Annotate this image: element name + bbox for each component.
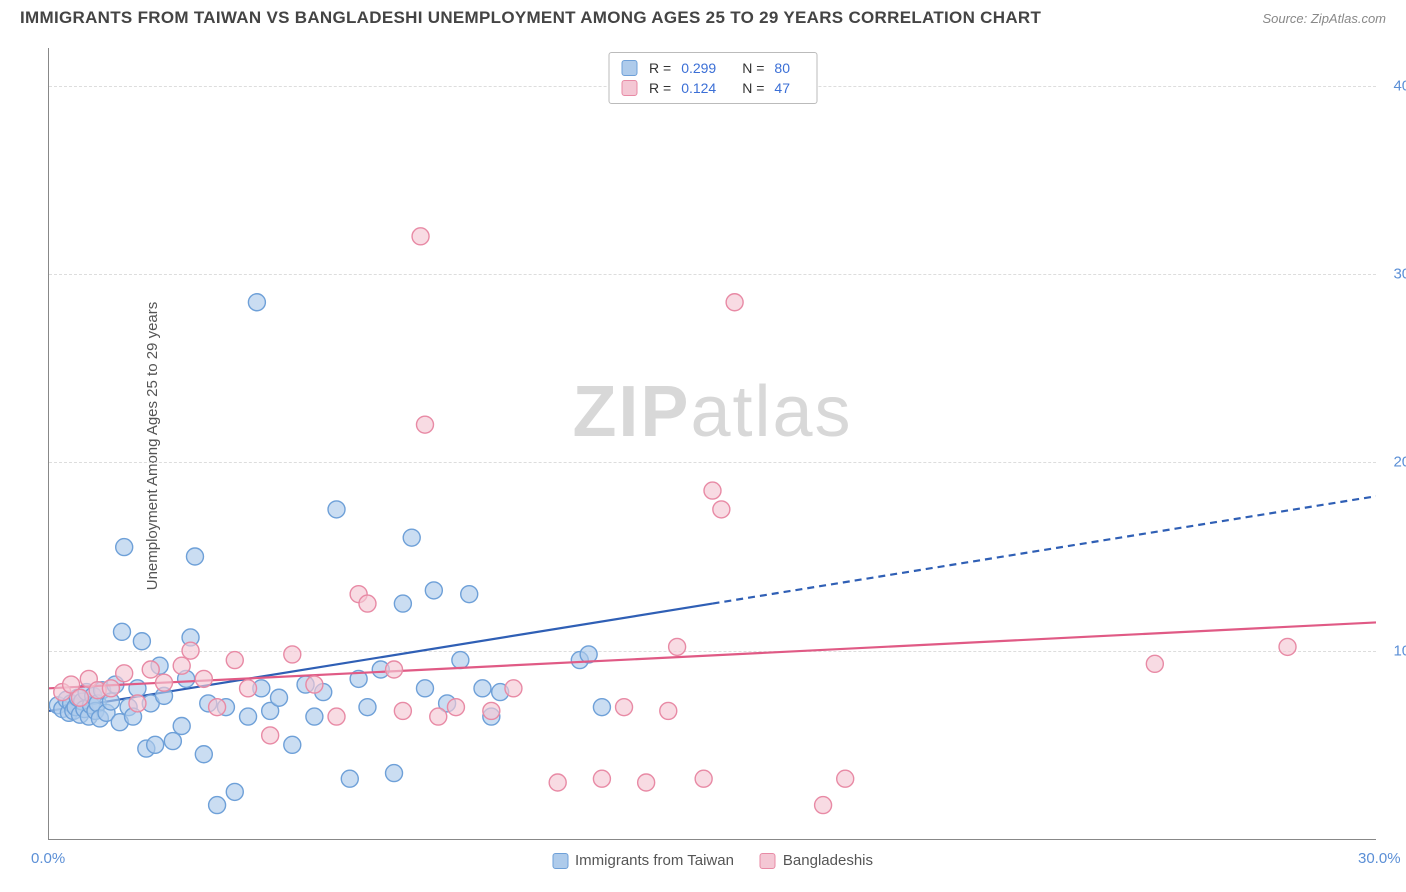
stats-row-bangladeshi: R = 0.124 N = 47 — [621, 78, 804, 98]
legend-label-taiwan: Immigrants from Taiwan — [575, 852, 734, 869]
legend-swatch-bangladeshi-icon — [760, 853, 776, 869]
y-tick-label: 10.0% — [1393, 642, 1406, 659]
x-tick-label: 30.0% — [1358, 850, 1401, 867]
source-label: Source: ZipAtlas.com — [1262, 11, 1386, 26]
swatch-taiwan-icon — [621, 60, 637, 76]
stats-row-taiwan: R = 0.299 N = 80 — [621, 58, 804, 78]
n-value-bangladeshi: 47 — [774, 80, 790, 96]
legend-swatch-taiwan-icon — [552, 853, 568, 869]
chart-plot-area: ZIPatlas R = 0.299 N = 80 R = 0.124 N = … — [48, 48, 1376, 840]
swatch-bangladeshi-icon — [621, 80, 637, 96]
r-value-bangladeshi: 0.124 — [681, 80, 716, 96]
y-tick-label: 40.0% — [1393, 77, 1406, 94]
legend-label-bangladeshi: Bangladeshis — [783, 852, 873, 869]
scatter-svg — [49, 48, 1376, 839]
series-legend: Immigrants from Taiwan Bangladeshis — [552, 852, 873, 869]
r-value-taiwan: 0.299 — [681, 60, 716, 76]
y-tick-label: 20.0% — [1393, 454, 1406, 471]
y-tick-label: 30.0% — [1393, 266, 1406, 283]
stats-legend: R = 0.299 N = 80 R = 0.124 N = 47 — [608, 52, 817, 104]
n-value-taiwan: 80 — [774, 60, 790, 76]
legend-item-taiwan: Immigrants from Taiwan — [552, 852, 734, 869]
legend-item-bangladeshi: Bangladeshis — [760, 852, 873, 869]
chart-title: IMMIGRANTS FROM TAIWAN VS BANGLADESHI UN… — [20, 8, 1041, 28]
x-tick-label: 0.0% — [31, 850, 65, 867]
